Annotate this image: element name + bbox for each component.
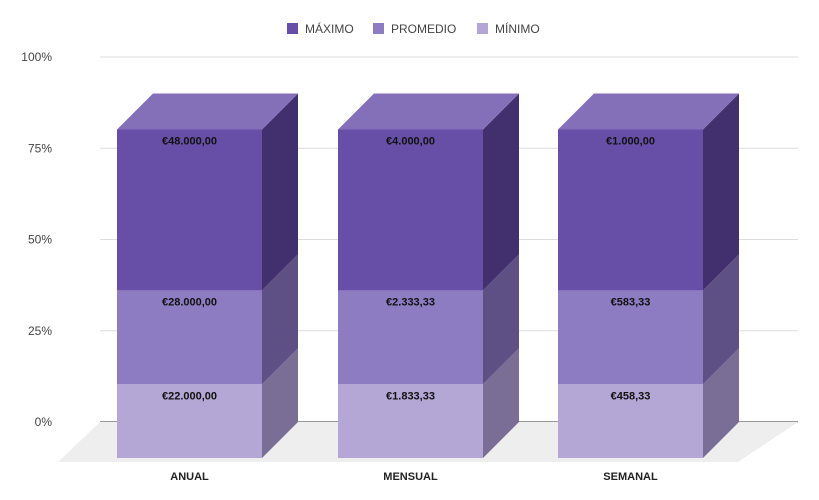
y-axis-labels: 0% 25% 50% 75% 100% <box>21 50 52 429</box>
bar-segment-side <box>262 93 298 291</box>
bar-segment <box>117 129 262 291</box>
bar-segment <box>338 384 483 458</box>
legend-label: MÁXIMO <box>305 21 354 36</box>
bar-segment-side <box>703 254 739 385</box>
data-label: €4.000,00 <box>386 136 435 148</box>
bar-segment <box>338 290 483 385</box>
bar-segment <box>558 129 703 291</box>
data-label: €22.000,00 <box>162 390 217 402</box>
x-tick-label: MENSUAL <box>383 471 438 483</box>
bar-segment-side <box>483 93 519 291</box>
bar-segment-side <box>703 93 739 291</box>
legend: MÁXIMO PROMEDIO MÍNIMO <box>287 21 540 36</box>
y-tick-label: 100% <box>21 50 52 64</box>
data-label: €1.000,00 <box>606 136 655 148</box>
y-tick-label: 75% <box>28 141 52 155</box>
bar-segment-side <box>483 348 519 458</box>
bar-segment <box>117 384 262 458</box>
bar-segment <box>117 290 262 385</box>
data-label: €2.333,33 <box>386 296 435 308</box>
y-tick-label: 0% <box>35 415 53 429</box>
legend-item: PROMEDIO <box>373 22 456 36</box>
legend-label: MÍNIMO <box>495 21 540 36</box>
bar-top-face <box>338 93 519 130</box>
data-label: €583,33 <box>611 296 651 308</box>
data-label: €458,33 <box>611 390 651 402</box>
legend-swatch <box>287 23 298 34</box>
bar-segment <box>558 290 703 385</box>
bar-top-face <box>558 93 739 130</box>
bar-stack: €22.000,00 €28.000,00 €48.000,00 <box>117 93 298 458</box>
bar-top-face <box>117 93 298 130</box>
x-tick-label: SEMANAL <box>603 471 658 483</box>
x-axis-labels: ANUAL MENSUAL SEMANAL <box>170 471 658 483</box>
bar-segment-side <box>483 254 519 385</box>
x-tick-label: ANUAL <box>170 471 209 483</box>
y-tick-label: 25% <box>28 324 52 338</box>
legend-item: MÁXIMO <box>287 21 354 36</box>
bars: €22.000,00€28.000,00€48.000,00€1.833,33€… <box>117 93 739 458</box>
legend-swatch <box>373 23 384 34</box>
bar-segment-side <box>262 254 298 385</box>
bar-segment <box>558 384 703 458</box>
bar-segment-side <box>262 348 298 458</box>
bar-stack: €458,33 €583,33 €1.000,00 <box>558 93 739 458</box>
legend-item: MÍNIMO <box>477 21 540 36</box>
bar-stack: €1.833,33 €2.333,33 €4.000,00 <box>338 93 519 458</box>
bar-segment-side <box>703 348 739 458</box>
data-label: €1.833,33 <box>386 390 435 402</box>
data-label: €28.000,00 <box>162 296 217 308</box>
bar-segment <box>338 129 483 291</box>
legend-swatch <box>477 23 488 34</box>
y-tick-label: 50% <box>28 233 52 247</box>
legend-label: PROMEDIO <box>391 22 456 36</box>
data-label: €48.000,00 <box>162 136 217 148</box>
